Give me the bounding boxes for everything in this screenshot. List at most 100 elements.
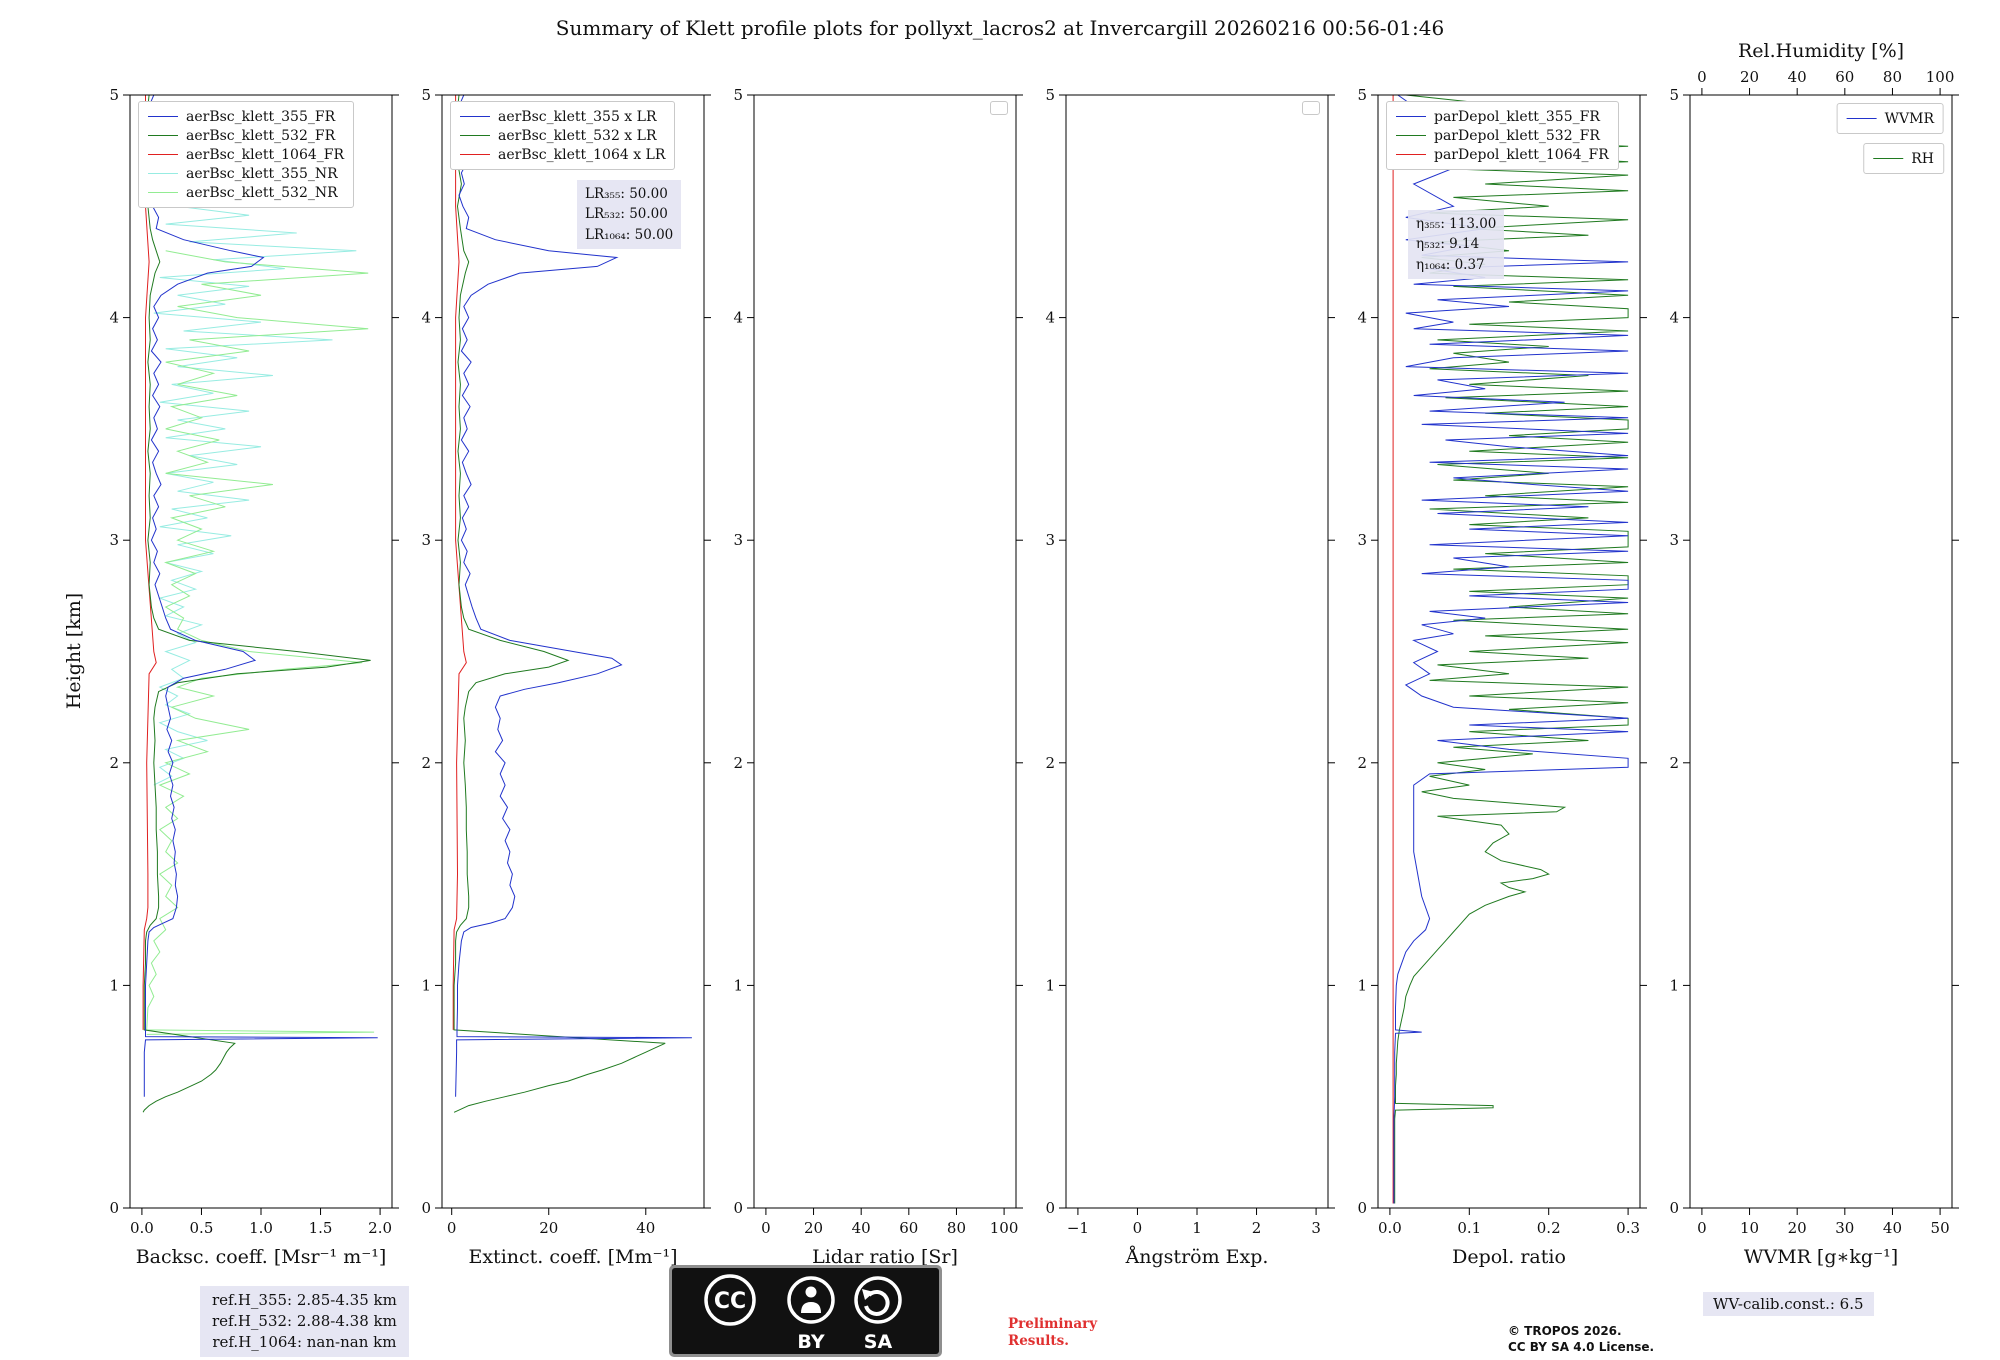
series-aerBsc_klett_355_x_LR — [455, 95, 692, 1097]
ref-height-355: ref.H_355: 2.85-4.35 km — [212, 1291, 397, 1309]
svg-text:0: 0 — [733, 1199, 743, 1217]
svg-text:1: 1 — [733, 976, 743, 994]
legend: RH — [1863, 143, 1944, 174]
legend-line-swatch — [148, 154, 178, 155]
svg-text:Rel.Humidity [%]: Rel.Humidity [%] — [1738, 40, 1904, 62]
svg-text:0: 0 — [109, 1199, 119, 1217]
svg-text:4: 4 — [733, 309, 743, 327]
svg-text:Lidar ratio [Sr]: Lidar ratio [Sr] — [812, 1246, 958, 1268]
svg-text:1: 1 — [1669, 976, 1679, 994]
sa-arrow-icon — [854, 1276, 902, 1324]
svg-text:20: 20 — [1788, 1219, 1807, 1237]
svg-text:100: 100 — [1926, 68, 1955, 86]
svg-text:60: 60 — [899, 1219, 918, 1237]
legend-line-swatch — [148, 135, 178, 136]
wv-calib-note: WV-calib.const.: 6.5 — [1703, 1292, 1874, 1316]
annotation-line: η₃₅₅: 113.00 — [1416, 216, 1497, 232]
series-aerBsc_klett_532_x_LR — [453, 95, 666, 1113]
series-group — [142, 95, 378, 1113]
legend-line-swatch — [148, 173, 178, 174]
axis-ticks-and-labels: 0 1 2 3 4 5 0.0 0.5 1.0 1.5 2.0 Backsc. coeff. [Msr… — [109, 86, 399, 1268]
by-person-body — [801, 1302, 821, 1313]
svg-text:3: 3 — [1357, 531, 1367, 549]
svg-text:3: 3 — [733, 531, 743, 549]
svg-text:0.5: 0.5 — [190, 1219, 214, 1237]
ref-height-532: ref.H_532: 2.88-4.38 km — [212, 1312, 397, 1330]
svg-text:1: 1 — [1192, 1219, 1202, 1237]
svg-text:0.0: 0.0 — [130, 1219, 154, 1237]
series-parDepol_klett_355_FR — [1393, 95, 1629, 1204]
legend-line-swatch — [1396, 135, 1426, 136]
legend-label: aerBsc_klett_355_FR — [186, 108, 336, 125]
svg-text:2: 2 — [733, 754, 743, 772]
svg-text:0: 0 — [421, 1199, 431, 1217]
svg-text:0: 0 — [1357, 1199, 1367, 1217]
svg-text:3: 3 — [1311, 1219, 1321, 1237]
series-aerBsc_klett_532_NR — [146, 250, 375, 1035]
legend-label: WVMR — [1884, 110, 1934, 127]
by-person-head — [805, 1286, 817, 1298]
svg-text:40: 40 — [1788, 68, 1807, 86]
svg-text:10: 10 — [1740, 1219, 1759, 1237]
annotation-line: LR₅₃₂: 50.00 — [585, 206, 668, 223]
svg-text:2: 2 — [1252, 1219, 1262, 1237]
svg-text:Depol. ratio: Depol. ratio — [1452, 1246, 1566, 1268]
axis-ticks-and-labels: 0 1 2 3 4 5 0.0 0.1 0.2 0.3 Depol. ratio — [1357, 86, 1647, 1268]
svg-text:−1: −1 — [1067, 1219, 1089, 1237]
series-aerBsc_klett_532_FR — [142, 95, 371, 1113]
svg-text:3: 3 — [1045, 531, 1055, 549]
svg-text:2: 2 — [1045, 754, 1055, 772]
plot-frame — [1689, 94, 1953, 1209]
svg-text:3: 3 — [1669, 531, 1679, 549]
legend-line-swatch — [1846, 118, 1877, 119]
chart-title: Summary of Klett profile plots for polly… — [555, 16, 1445, 40]
svg-text:2.0: 2.0 — [368, 1219, 392, 1237]
cc-sa-label: SA — [864, 1331, 893, 1353]
svg-text:0: 0 — [1697, 68, 1707, 86]
legend-label: parDepol_klett_532_FR — [1434, 127, 1600, 144]
legend-line-swatch — [460, 116, 490, 117]
legend-item: aerBsc_klett_1064 x LR — [460, 145, 665, 164]
axis-ticks-and-labels: 0 1 2 3 4 5 −1 0 1 2 3 Ångström Exp. — [1045, 86, 1335, 1268]
annotation-line: LR₁₀₆₄: 50.00 — [585, 226, 674, 243]
svg-text:30: 30 — [1835, 1219, 1854, 1237]
ref-height-1064: ref.H_1064: nan-nan km — [212, 1333, 397, 1351]
legend-item: aerBsc_klett_355_NR — [148, 164, 344, 183]
svg-text:4: 4 — [109, 309, 119, 327]
annotation-line: LR₃₅₅: 50.00 — [585, 186, 668, 202]
panel-angstroem: 0 1 2 3 4 5 −1 0 1 2 3 Ångström Exp. — [1045, 86, 1335, 1268]
plot-frame — [1065, 94, 1329, 1209]
legend-item: aerBsc_klett_355 x LR — [460, 107, 665, 126]
svg-text:4: 4 — [1357, 309, 1367, 327]
svg-text:1.0: 1.0 — [249, 1219, 273, 1237]
legend-label: aerBsc_klett_532_NR — [186, 184, 338, 201]
svg-text:100: 100 — [990, 1219, 1019, 1237]
legend-label: aerBsc_klett_355_NR — [186, 165, 338, 182]
svg-text:4: 4 — [1669, 309, 1679, 327]
svg-text:1: 1 — [109, 976, 119, 994]
svg-text:80: 80 — [1883, 68, 1902, 86]
svg-text:Ångström Exp.: Ångström Exp. — [1125, 1246, 1269, 1268]
svg-text:60: 60 — [1835, 68, 1854, 86]
extinction-annotation: LR₃₅₅: 50.00 LR₅₃₂: 50.00 LR₁₀₆₄: 50.00 — [577, 180, 682, 249]
legend-item: parDepol_klett_1064_FR — [1396, 145, 1609, 164]
svg-text:3: 3 — [421, 531, 431, 549]
svg-text:50: 50 — [1931, 1219, 1950, 1237]
legend-line-swatch — [1873, 158, 1904, 159]
by-person-icon — [787, 1276, 835, 1324]
series-aerBsc_klett_355_FR — [143, 95, 378, 1097]
svg-text:4: 4 — [1045, 309, 1055, 327]
svg-text:0: 0 — [761, 1219, 771, 1237]
legend-item: parDepol_klett_355_FR — [1396, 107, 1609, 126]
svg-text:0.0: 0.0 — [1378, 1219, 1402, 1237]
legend-item: aerBsc_klett_355_FR — [148, 107, 344, 126]
legend-label: parDepol_klett_355_FR — [1434, 108, 1600, 125]
svg-text:20: 20 — [1740, 68, 1759, 86]
svg-text:0.2: 0.2 — [1537, 1219, 1561, 1237]
svg-text:5: 5 — [109, 86, 119, 104]
svg-text:2: 2 — [1669, 754, 1679, 772]
ref-heights-box: ref.H_355: 2.85-4.35 km ref.H_532: 2.88-… — [200, 1286, 409, 1357]
svg-text:4: 4 — [421, 309, 431, 327]
